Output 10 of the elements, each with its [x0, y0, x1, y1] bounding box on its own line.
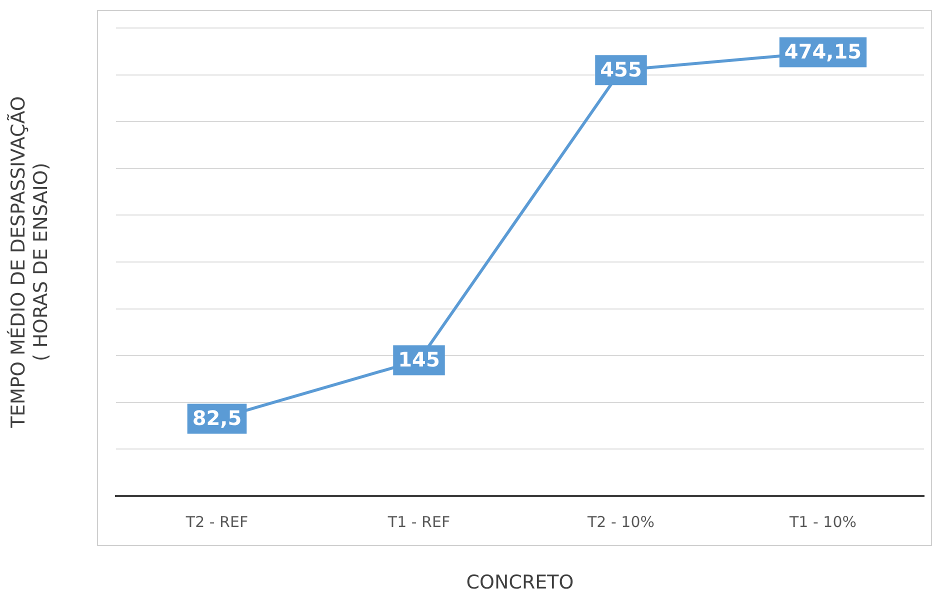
x-tick-label: T1 - REF: [386, 512, 450, 531]
x-tick-label: T2 - REF: [184, 512, 248, 531]
data-label: 145: [398, 347, 440, 372]
y-axis-title: TEMPO MÉDIO DE DESPASSIVAÇÃO ( HORAS DE ENSAIO): [6, 96, 52, 429]
x-axis-title: CONCRETO: [466, 572, 574, 594]
x-tick-label: T1 - 10%: [788, 512, 856, 531]
data-label: 474,15: [784, 39, 862, 64]
data-label: 82,5: [192, 406, 242, 430]
data-label: 455: [600, 57, 642, 82]
x-tick-label: T2 - 10%: [586, 512, 654, 531]
